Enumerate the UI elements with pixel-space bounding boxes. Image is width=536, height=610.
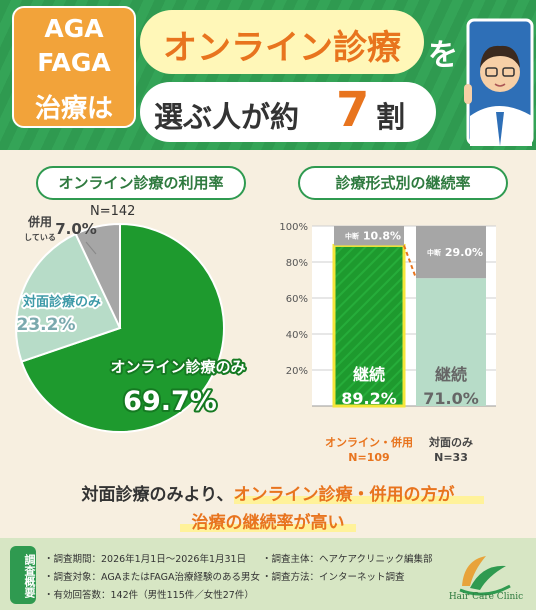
bar-stopped-value-2: 29.0% bbox=[445, 246, 483, 259]
bar-section-title: 診療形式別の継続率 bbox=[298, 166, 508, 200]
headline-bubble-online: オンライン診療 bbox=[140, 10, 424, 74]
bar-continued-2 bbox=[416, 278, 486, 406]
bar-category-n-2: N=33 bbox=[434, 451, 468, 464]
conclusion-text-a: 対面診療のみより、 bbox=[81, 485, 234, 505]
header-banner: AGA FAGA 治療は オンライン診療 を 選ぶ人が約 7 割 bbox=[0, 0, 536, 150]
bar-category-label-2: 対面のみ bbox=[428, 435, 473, 449]
survey-overview-footer: 調査概要 ・調査期間：2026年1月1日〜2026年1月31日 ・調査対象：AG… bbox=[0, 538, 536, 610]
bar-continued-name-1: 継続 bbox=[353, 365, 385, 384]
conclusion-line-2: 治療の継続率が高い bbox=[191, 513, 345, 533]
bar-chart: 20% 40% 60% 80% 100% 中断 10.8% 継続 89.2% オンライン・併用 N=… bbox=[279, 222, 496, 464]
survey-period: ・調査期間：2026年1月1日〜2026年1月31日 bbox=[44, 554, 247, 565]
survey-overview-tag: 調査概要 bbox=[10, 546, 36, 604]
tag-line-aga: AGA bbox=[44, 14, 104, 43]
bar-stopped-name-2: 中断 bbox=[427, 248, 441, 257]
bar-category-label-1: オンライン・併用 bbox=[325, 435, 413, 449]
doctor-illustration bbox=[464, 18, 534, 146]
clinic-logo-text: Hair Care Clinic bbox=[448, 592, 524, 602]
bar-y-tick-label: 20% bbox=[286, 366, 308, 377]
pie-value-online: 69.7% bbox=[123, 386, 217, 417]
bar-continued-1 bbox=[332, 243, 406, 408]
headline-choose: 選ぶ人が約 bbox=[154, 100, 300, 134]
bar-continued-value-2: 71.0% bbox=[423, 389, 479, 408]
survey-target: ・調査対象：AGAまたはFAGA治療経験のある男女 bbox=[44, 572, 260, 583]
highlight-mark-2 bbox=[180, 524, 356, 532]
bar-continued-value-1: 89.2% bbox=[341, 389, 397, 408]
headline-online: オンライン診療 bbox=[163, 28, 401, 68]
pie-label-inperson: 対面診療のみ bbox=[22, 294, 101, 310]
pie-leader-line bbox=[85, 241, 97, 255]
pie-sample-size: N=142 bbox=[90, 204, 136, 219]
pie-label-online: オンライン診療のみ bbox=[110, 358, 245, 376]
bar-y-tick-label: 80% bbox=[286, 258, 308, 269]
headline-bubble-choose: 選ぶ人が約 7 割 bbox=[140, 82, 436, 142]
bar-continued-name-2: 継続 bbox=[435, 365, 467, 384]
pie-label-combined-a: 併用 bbox=[27, 214, 52, 229]
conclusion-line-1: 対面診療のみより、オンライン診療・併用の方が bbox=[0, 480, 536, 505]
bar-stopped-value-1: 10.8% bbox=[363, 230, 401, 243]
pie-slice-3 bbox=[74, 222, 121, 329]
conclusion-text-b: オンライン診療・併用の方が bbox=[233, 485, 455, 505]
pie-value-inperson: 23.2% bbox=[17, 315, 76, 335]
tag-line-faga: FAGA bbox=[37, 48, 111, 77]
pie-section-title: オンライン診療の利用率 bbox=[36, 166, 246, 200]
bar-stopped-2 bbox=[416, 226, 486, 279]
bar-y-tick-label: 40% bbox=[286, 330, 308, 341]
pie-label-combined-b: している bbox=[24, 233, 56, 242]
bar-category-n-1: N=109 bbox=[348, 451, 389, 464]
clinic-logo-icon bbox=[459, 556, 511, 596]
pie-slice-2 bbox=[15, 232, 122, 363]
survey-responses: ・有効回答数：142件（男性115件／女性27件） bbox=[44, 590, 254, 601]
highlight-mark-1 bbox=[234, 496, 484, 504]
aga-faga-tag: AGA FAGA 治療は bbox=[12, 6, 136, 128]
tag-line-treatment: 治療は bbox=[34, 94, 113, 124]
headline-wari: 割 bbox=[376, 100, 406, 134]
headline-number: 7 bbox=[336, 82, 370, 138]
pie-slice-1 bbox=[20, 222, 225, 433]
bar-stopped-1 bbox=[334, 226, 404, 246]
bar-compare-connector bbox=[403, 245, 417, 279]
survey-method: ・調査方法：インターネット調査 bbox=[262, 572, 405, 583]
bar-stopped-name-1: 中断 bbox=[345, 232, 359, 241]
survey-organizer: ・調査主体：ヘアケアクリニック編集部 bbox=[262, 554, 433, 565]
bar-y-tick-label: 60% bbox=[286, 294, 308, 305]
pie-value-combined: 7.0% bbox=[55, 220, 97, 238]
bar-y-tick-label: 100% bbox=[279, 222, 308, 233]
